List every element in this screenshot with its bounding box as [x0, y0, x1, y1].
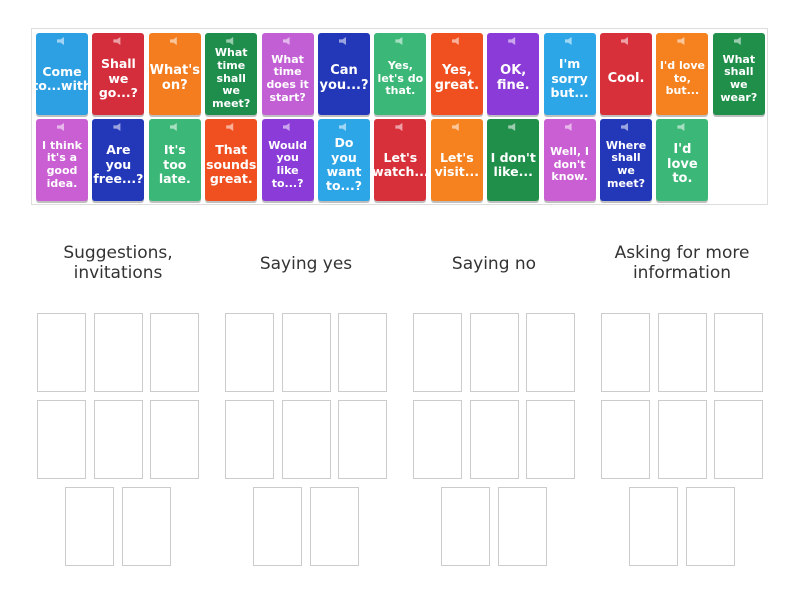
answer-card[interactable]: What shall we wear? — [712, 33, 765, 115]
drop-slot[interactable] — [121, 487, 171, 566]
drop-slot[interactable] — [685, 487, 735, 566]
answer-card[interactable]: What's on? — [148, 33, 201, 115]
answer-card[interactable]: I'd love to. — [656, 119, 709, 201]
drop-slot[interactable] — [338, 400, 387, 479]
speaker-icon — [226, 123, 234, 131]
answer-card[interactable]: Shall we go...? — [92, 33, 145, 115]
drop-slot[interactable] — [601, 400, 650, 479]
answer-card[interactable]: What time shall we meet? — [205, 33, 258, 115]
speaker-icon — [282, 37, 290, 45]
group-title: Saying no — [451, 254, 537, 274]
answer-card[interactable]: I'd love to, but... — [656, 33, 709, 115]
drop-slot[interactable] — [281, 400, 331, 479]
drop-slot[interactable] — [338, 313, 387, 392]
drop-slot[interactable] — [497, 487, 547, 566]
drop-slot[interactable] — [413, 313, 462, 392]
drop-slot[interactable] — [469, 400, 519, 479]
answer-card[interactable]: I think it's a good idea. — [36, 119, 88, 201]
answer-card[interactable]: What time does it start? — [261, 33, 314, 115]
answer-card[interactable]: I'm sorry but... — [543, 33, 596, 115]
answer-card[interactable]: I don't like... — [487, 119, 540, 201]
speaker-icon — [451, 123, 459, 131]
card-tray — [31, 28, 768, 205]
drop-slot[interactable] — [441, 487, 490, 566]
drop-slot[interactable] — [93, 313, 143, 392]
drop-slot[interactable] — [714, 400, 763, 479]
speaker-icon — [57, 123, 64, 131]
answer-card[interactable]: OK, fine. — [487, 33, 540, 115]
speaker-icon — [621, 123, 628, 131]
speaker-icon — [677, 37, 685, 45]
speaker-icon — [564, 37, 572, 45]
speaker-icon — [339, 123, 346, 131]
drop-slot[interactable] — [93, 400, 143, 479]
drop-slot[interactable] — [714, 313, 763, 392]
drop-slot[interactable] — [526, 400, 575, 479]
drop-slot[interactable] — [469, 313, 519, 392]
answer-card[interactable]: That sounds great. — [205, 119, 258, 201]
speaker-icon — [282, 123, 290, 131]
answer-card[interactable]: Do you want to...? — [318, 119, 370, 201]
speaker-icon — [677, 123, 685, 131]
drop-slot[interactable] — [413, 400, 462, 479]
answer-card[interactable]: Let's watch... — [372, 119, 429, 201]
drop-slot[interactable] — [253, 487, 302, 566]
speaker-icon — [169, 123, 177, 131]
answer-card[interactable]: Can you...? — [318, 33, 370, 115]
group-title: Suggestions, invitations — [63, 243, 173, 284]
drop-slot[interactable] — [37, 400, 86, 479]
speaker-icon — [451, 37, 459, 45]
speaker-icon — [508, 123, 516, 131]
answer-card[interactable]: Would you like to...? — [261, 119, 314, 201]
group-title: Asking for more information — [614, 243, 750, 284]
answer-card[interactable]: Come to...with — [32, 33, 92, 115]
speaker-icon — [733, 37, 741, 45]
drop-slot[interactable] — [225, 400, 274, 479]
drop-slot[interactable] — [601, 313, 650, 392]
drop-slot[interactable] — [629, 487, 678, 566]
answer-card[interactable]: Yes, great. — [430, 33, 483, 115]
drop-slot[interactable] — [225, 313, 274, 392]
speaker-icon — [113, 123, 121, 131]
drop-slot[interactable] — [309, 487, 359, 566]
answer-card[interactable]: Cool. — [600, 33, 652, 115]
answer-card[interactable]: It's too late. — [148, 119, 201, 201]
group-title: Saying yes — [259, 254, 353, 274]
speaker-icon — [57, 37, 64, 45]
answer-card[interactable]: Well, I don't know. — [543, 119, 596, 201]
drop-slot[interactable] — [150, 400, 199, 479]
speaker-icon — [113, 37, 121, 45]
speaker-icon — [395, 123, 403, 131]
speaker-icon — [564, 123, 572, 131]
speaker-icon — [169, 37, 177, 45]
answer-card[interactable]: Are you free...? — [92, 119, 145, 201]
speaker-icon — [395, 37, 403, 45]
answer-card[interactable]: Where shall we meet? — [600, 119, 652, 201]
speaker-icon — [226, 37, 234, 45]
answer-card[interactable]: Let's visit... — [430, 119, 483, 201]
drop-slot[interactable] — [150, 313, 199, 392]
speaker-icon — [339, 37, 346, 45]
drop-slot[interactable] — [526, 313, 575, 392]
drop-slot[interactable] — [657, 313, 707, 392]
drop-slot[interactable] — [37, 313, 86, 392]
drop-slot[interactable] — [65, 487, 114, 566]
speaker-icon — [508, 37, 516, 45]
drop-slot[interactable] — [281, 313, 331, 392]
drop-slot[interactable] — [657, 400, 707, 479]
speaker-icon — [621, 37, 628, 45]
answer-card[interactable]: Yes, let's do that. — [374, 33, 427, 115]
